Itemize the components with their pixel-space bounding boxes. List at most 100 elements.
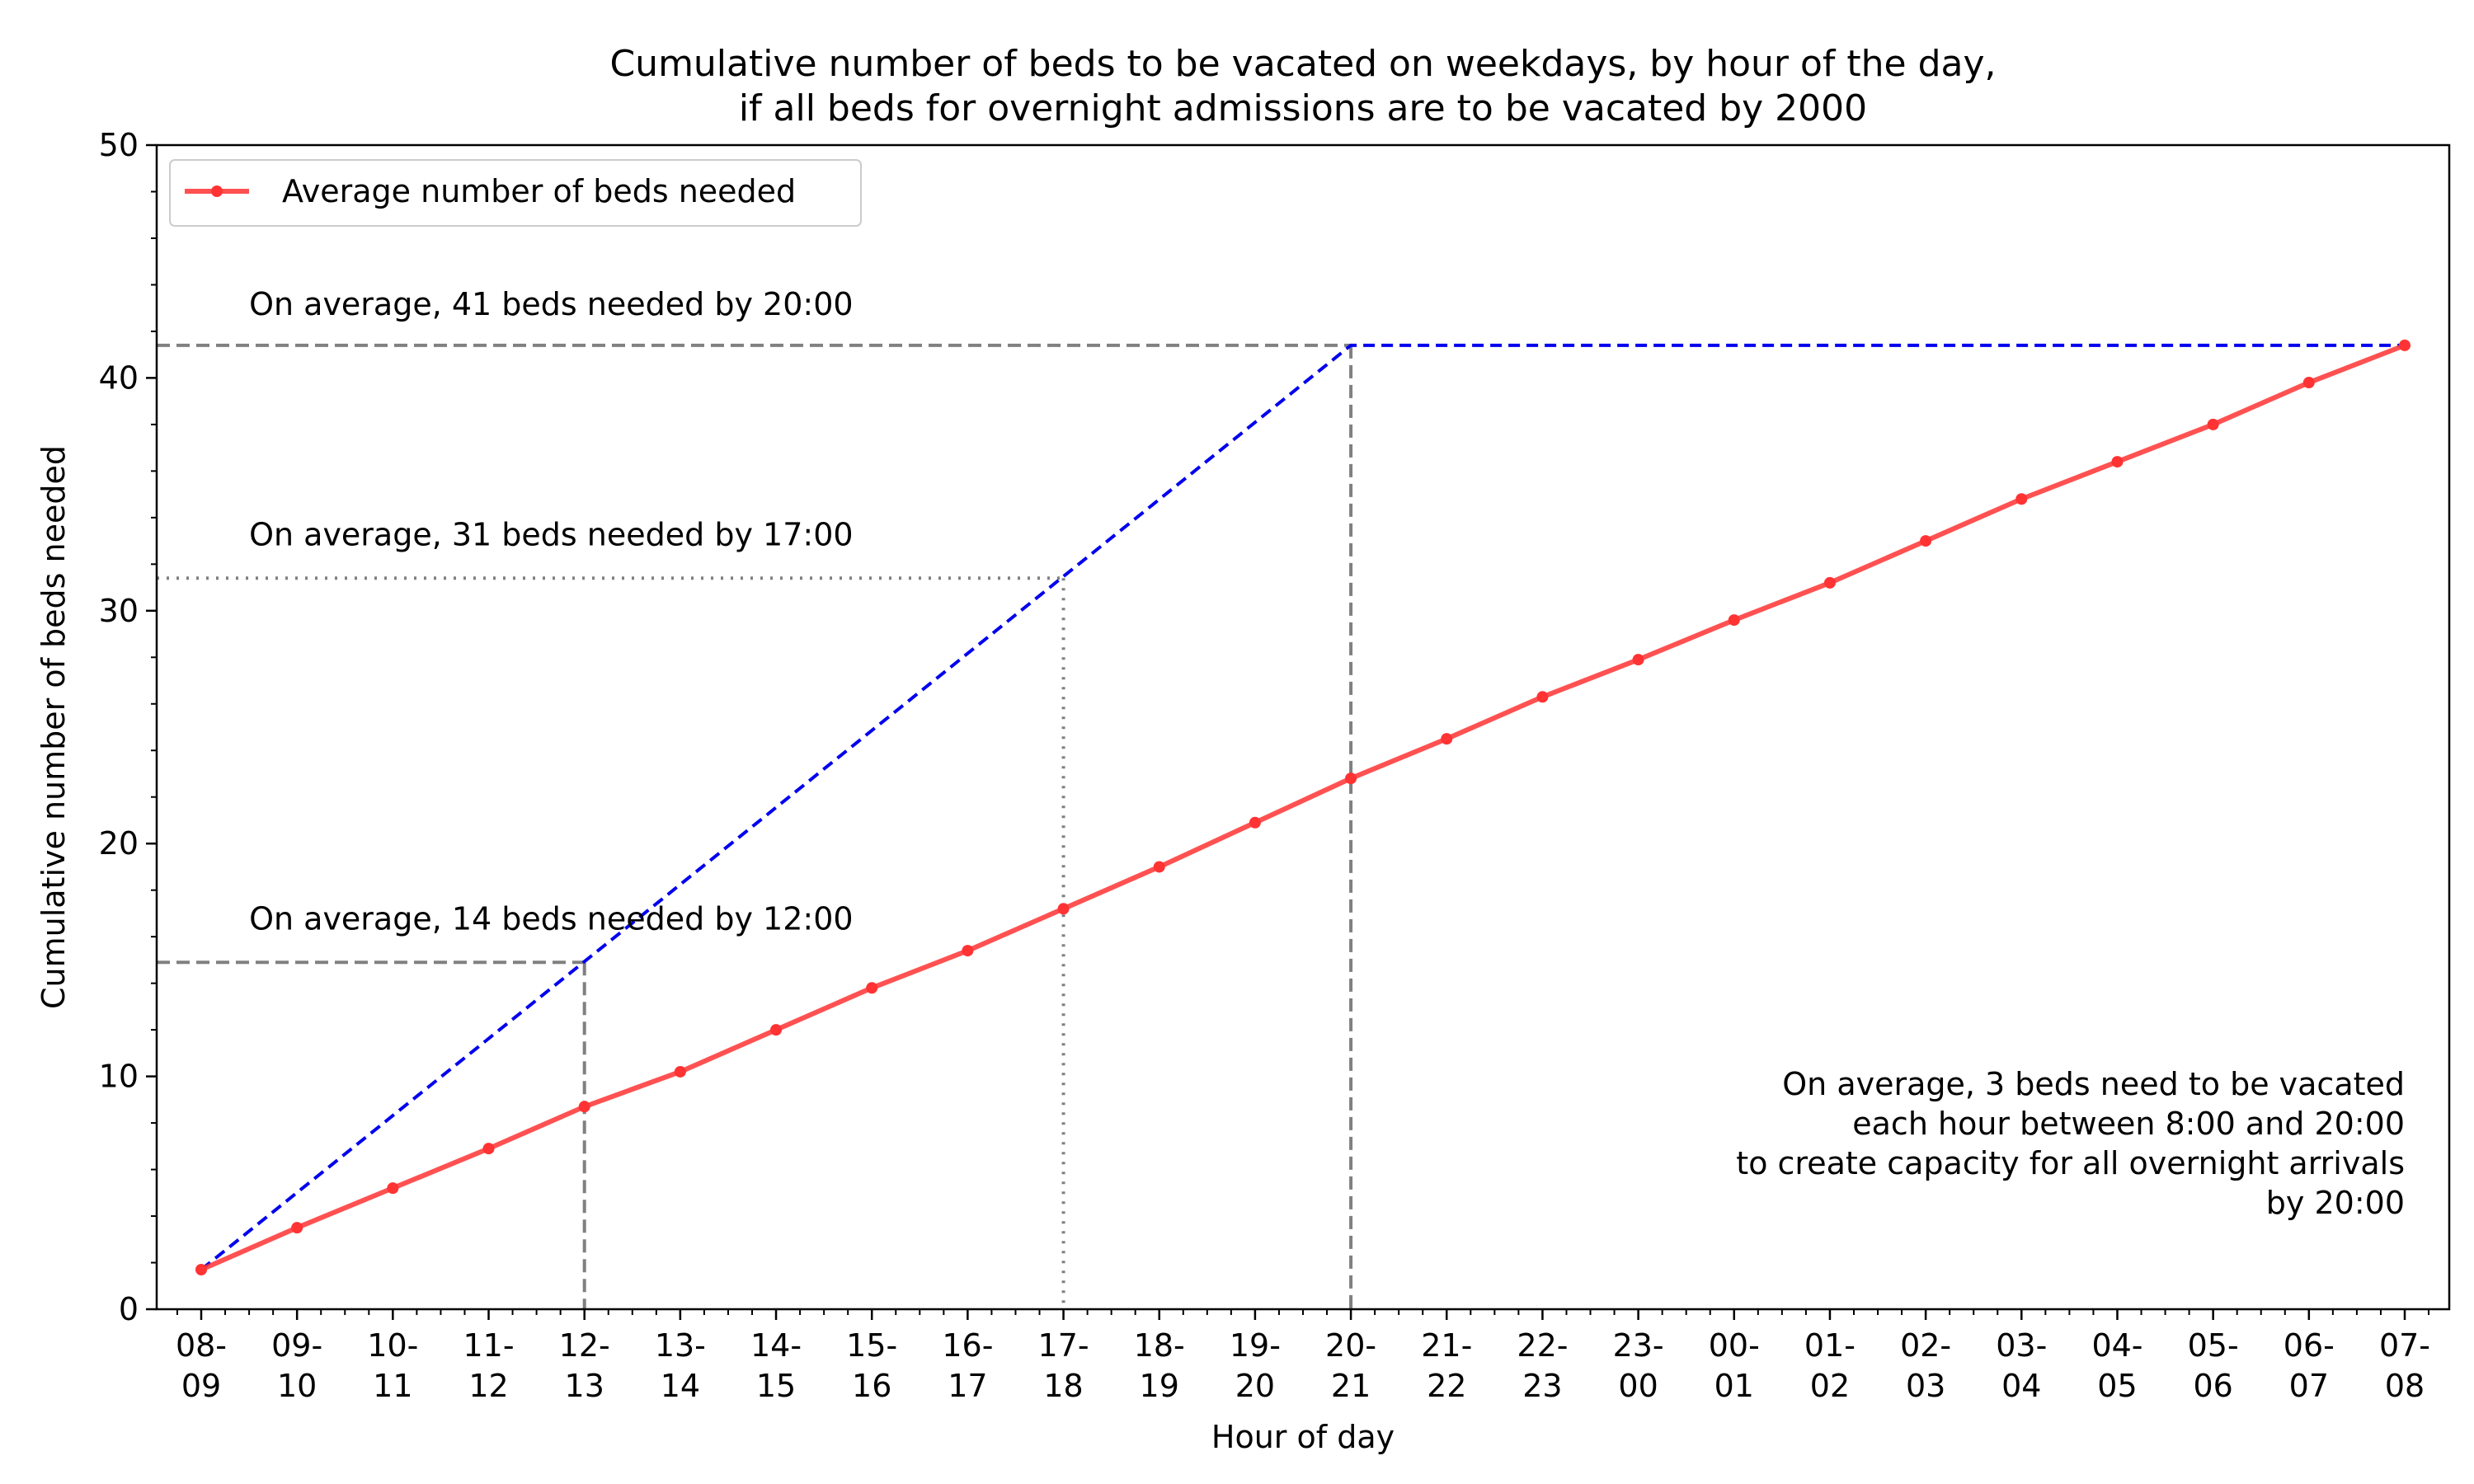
- x-tick-label-line2-18: 03: [1906, 1368, 1945, 1404]
- x-tick-label-line1-22: 06-: [2284, 1327, 2335, 1364]
- x-tick-label-line2-22: 07: [2289, 1368, 2329, 1404]
- x-tick-label-line1-1: 09-: [271, 1327, 322, 1364]
- data-point-5: [674, 1065, 686, 1078]
- x-tick-label-line1-12: 20-: [1325, 1327, 1376, 1364]
- x-tick-label-line2-1: 10: [277, 1368, 317, 1404]
- y-axis-label: Cumulative number of beds needed: [35, 445, 72, 1009]
- chart-title: Cumulative number of beds to be vacated …: [609, 43, 1996, 129]
- x-tick-label-line2-17: 02: [1810, 1368, 1850, 1404]
- x-tick-label-line2-15: 00: [1618, 1368, 1658, 1404]
- x-tick-label-line2-3: 12: [468, 1368, 508, 1404]
- x-axis-label: Hour of day: [1211, 1419, 1395, 1455]
- annotation-0: On average, 41 beds needed by 20:00: [249, 286, 853, 322]
- data-point-7: [866, 982, 878, 994]
- series-line-0: [200, 343, 2406, 1272]
- x-tick-label-line2-5: 14: [661, 1368, 700, 1404]
- x-tick-label-line2-23: 08: [2385, 1368, 2425, 1404]
- legend: Average number of beds needed: [169, 159, 862, 227]
- x-tick-label-line1-3: 11-: [463, 1327, 514, 1364]
- x-tick-label-line2-20: 05: [2097, 1368, 2137, 1404]
- data-point-3: [482, 1143, 495, 1155]
- data-point-6: [770, 1024, 783, 1036]
- data-point-16: [1728, 614, 1740, 627]
- data-point-0: [195, 1263, 207, 1275]
- x-tick-label-line1-4: 12-: [559, 1327, 610, 1364]
- x-tick-label-line1-10: 18-: [1134, 1327, 1185, 1364]
- legend-entry-label: Average number of beds needed: [282, 173, 796, 209]
- x-tick-label-line2-14: 23: [1522, 1368, 1562, 1404]
- data-point-4: [578, 1101, 590, 1113]
- note-line-1: each hour between 8:00 and 20:00: [1852, 1106, 2405, 1142]
- x-tick-label-line2-8: 17: [948, 1368, 987, 1404]
- x-tick-label-line2-6: 15: [756, 1368, 796, 1404]
- x-tick-label-line2-0: 09: [181, 1368, 221, 1404]
- x-tick-label-line1-19: 03-: [1996, 1327, 2047, 1364]
- data-point-17: [1823, 576, 1836, 589]
- legend-marker-swatch: [211, 186, 223, 197]
- data-point-2: [387, 1182, 399, 1195]
- x-tick-label-line1-5: 13-: [655, 1327, 706, 1364]
- annotation-1: On average, 31 beds needed by 17:00: [249, 517, 853, 553]
- x-tick-label-line2-19: 04: [2001, 1368, 2041, 1404]
- x-tick-label-line1-18: 02-: [1900, 1327, 1951, 1364]
- data-point-10: [1153, 861, 1165, 873]
- x-tick-label-line1-14: 22-: [1517, 1327, 1568, 1364]
- annotation-2: On average, 14 beds needed by 12:00: [249, 901, 853, 937]
- x-tick-label-line2-12: 21: [1331, 1368, 1371, 1404]
- x-tick-label-line2-21: 06: [2193, 1368, 2232, 1404]
- chart-title-line-1: Cumulative number of beds to be vacated …: [609, 43, 1996, 85]
- data-point-20: [2111, 456, 2124, 468]
- x-tick-label-line1-7: 15-: [846, 1327, 897, 1364]
- x-tick-label-line1-0: 08-: [176, 1327, 227, 1364]
- data-point-21: [2207, 418, 2219, 430]
- y-tick-label-30: 30: [99, 593, 139, 629]
- x-tick-label-line1-21: 05-: [2188, 1327, 2239, 1364]
- note-line-0: On average, 3 beds need to be vacated: [1782, 1066, 2405, 1102]
- data-point-23: [2399, 339, 2411, 351]
- x-tick-label-line2-10: 19: [1140, 1368, 1179, 1404]
- data-point-19: [2015, 493, 2028, 505]
- chart-title-line-2: if all beds for overnight admissions are…: [739, 87, 1867, 129]
- note-line-3: by 20:00: [2266, 1185, 2405, 1221]
- target-line: [200, 343, 2405, 1271]
- y-tick-label-20: 20: [99, 825, 139, 862]
- data-point-1: [291, 1222, 303, 1234]
- data-point-18: [1920, 535, 1932, 547]
- note-annotation: On average, 3 beds need to be vacated eac…: [1736, 1066, 2405, 1221]
- x-tick-label-line1-8: 16-: [942, 1327, 993, 1364]
- x-tick-label-line1-23: 07-: [2379, 1327, 2430, 1364]
- x-tick-label-line1-16: 00-: [1709, 1327, 1760, 1364]
- y-tick-label-0: 0: [119, 1291, 139, 1327]
- y-tick-label-10: 10: [99, 1059, 139, 1095]
- data-point-15: [1632, 654, 1644, 666]
- plot-area: On average, 41 beds needed by 20:00 On av…: [157, 286, 2411, 1309]
- x-tick-label-line1-17: 01-: [1804, 1327, 1856, 1364]
- note-line-2: to create capacity for all overnight arr…: [1736, 1145, 2405, 1181]
- x-tick-label-line1-15: 23-: [1613, 1327, 1664, 1364]
- data-point-14: [1536, 691, 1549, 703]
- data-point-11: [1249, 816, 1261, 829]
- x-tick-label-line2-4: 13: [565, 1368, 604, 1404]
- x-tick-label-line1-20: 04-: [2091, 1327, 2142, 1364]
- data-point-8: [962, 945, 974, 957]
- y-tick-label-40: 40: [99, 359, 139, 396]
- legend-box: [169, 159, 862, 227]
- x-tick-label-line2-9: 18: [1043, 1368, 1083, 1404]
- data-point-22: [2302, 377, 2315, 389]
- data-point-9: [1057, 903, 1070, 915]
- x-tick-label-line1-6: 14-: [750, 1327, 802, 1364]
- x-tick-label-line1-11: 19-: [1230, 1327, 1281, 1364]
- x-tick-label-line2-13: 22: [1427, 1368, 1466, 1404]
- x-tick-label-line2-2: 11: [373, 1368, 412, 1404]
- axes: 0102030405008-0909-1010-1111-1212-1313-1…: [99, 127, 2430, 1404]
- data-point-12: [1345, 773, 1357, 785]
- x-tick-label-line1-13: 21-: [1421, 1327, 1472, 1364]
- x-tick-label-line1-9: 17-: [1038, 1327, 1089, 1364]
- x-tick-label-line2-7: 16: [852, 1368, 891, 1404]
- x-tick-label-line2-11: 20: [1235, 1368, 1275, 1404]
- y-tick-label-50: 50: [99, 127, 139, 163]
- data-point-13: [1441, 733, 1453, 745]
- x-tick-label-line2-16: 01: [1714, 1368, 1754, 1404]
- x-tick-label-line1-2: 10-: [367, 1327, 418, 1364]
